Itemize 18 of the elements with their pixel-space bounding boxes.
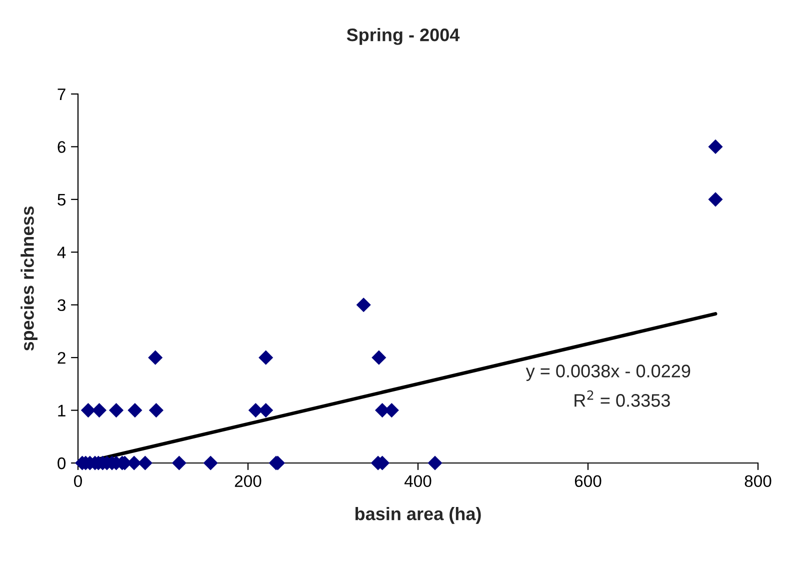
- x-tick-label: 400: [404, 475, 432, 488]
- annotation: R$^{2}$ = 0.3353: [574, 390, 670, 407]
- annotation: y = 0.0038x - 0.0229: [526, 364, 690, 382]
- x-axis-title: basin area (ha): [355, 507, 481, 524]
- x-tick-label: 0: [74, 475, 82, 488]
- y-tick-label: 3: [58, 299, 66, 312]
- y-tick-label: 7: [58, 88, 66, 100]
- x-tick-label: 600: [574, 475, 602, 488]
- x-tick-label: 200: [234, 475, 262, 488]
- y-tick-label: 2: [58, 352, 66, 364]
- y-axis-title: species richness: [20, 206, 38, 351]
- y-tick-label: 1: [58, 404, 66, 416]
- y-tick-label: 0: [58, 457, 66, 470]
- chart-title: Spring - 2004: [346, 28, 460, 45]
- y-tick-label: 4: [57, 246, 66, 258]
- x-tick-label: 800: [744, 475, 772, 488]
- y-tick-label: 6: [58, 141, 66, 153]
- y-tick-label: 5: [58, 194, 66, 206]
